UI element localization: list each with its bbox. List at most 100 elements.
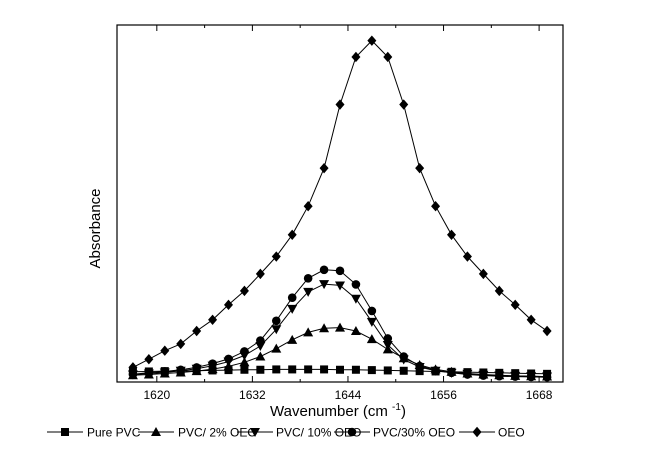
data-point	[383, 334, 393, 343]
data-point	[542, 325, 552, 337]
x-axis-title-sup: -1	[392, 402, 401, 413]
data-point	[208, 359, 217, 368]
data-point	[271, 251, 281, 262]
legend-marker	[347, 427, 357, 437]
legend-marker	[250, 428, 260, 437]
data-point	[271, 316, 281, 326]
x-tick-label: 1668	[526, 388, 553, 402]
legend-item-2: PVC/ 10% OEO	[237, 426, 361, 440]
data-point	[447, 229, 456, 240]
data-point	[320, 365, 329, 374]
data-point	[415, 361, 424, 371]
data-point	[160, 367, 170, 376]
data-point	[224, 299, 233, 311]
data-point	[431, 201, 441, 212]
series-4	[128, 35, 552, 373]
data-point	[510, 299, 520, 311]
legend-item-1: PVC/ 2% OEO	[138, 426, 257, 440]
data-point	[287, 293, 297, 302]
legend-label: PVC/ 10% OEO	[276, 426, 361, 440]
data-point	[367, 306, 377, 316]
data-point	[366, 334, 377, 344]
data-point	[526, 372, 536, 382]
data-point	[240, 365, 249, 374]
legend-marker	[151, 427, 161, 436]
data-point	[526, 314, 536, 325]
data-point	[399, 99, 409, 110]
data-point	[271, 343, 282, 353]
plot-frame	[116, 24, 564, 383]
data-point	[240, 347, 249, 356]
data-point	[128, 369, 138, 379]
data-point	[319, 323, 330, 333]
data-point	[383, 51, 393, 63]
x-axis-ticks: 1620 1632 1644 1656 1668	[143, 25, 553, 402]
data-point	[463, 370, 472, 379]
data-point	[287, 304, 298, 314]
data-point	[367, 366, 376, 375]
data-point	[303, 201, 313, 212]
chart-marks	[127, 35, 553, 382]
data-point	[383, 366, 392, 375]
data-point	[415, 162, 425, 174]
data-point	[255, 268, 265, 280]
y-axis-title: Absorbance	[87, 188, 104, 268]
data-point	[350, 326, 361, 335]
data-point	[399, 366, 408, 375]
legend-label: Pure PVC	[87, 426, 141, 440]
data-point	[478, 268, 488, 280]
data-point	[382, 340, 393, 350]
data-point	[208, 314, 218, 325]
data-point	[176, 338, 186, 350]
x-tick-label: 1656	[430, 388, 457, 402]
data-point	[303, 287, 314, 297]
data-point	[256, 336, 265, 345]
data-point	[160, 345, 170, 356]
data-point	[239, 357, 250, 367]
data-point	[288, 365, 297, 374]
data-point	[335, 322, 345, 332]
data-point	[494, 285, 504, 297]
data-point	[351, 365, 360, 374]
data-point	[256, 365, 265, 374]
data-point	[462, 251, 472, 262]
data-point	[287, 334, 298, 344]
data-point	[350, 294, 361, 304]
data-point	[255, 341, 266, 351]
data-point	[144, 368, 154, 378]
data-point	[479, 371, 488, 380]
data-point	[192, 363, 201, 372]
data-point	[239, 285, 249, 297]
x-tick-label: 1632	[239, 388, 266, 402]
data-point	[255, 351, 266, 361]
data-point	[366, 317, 377, 327]
data-point	[335, 99, 345, 110]
legend-item-4: OEO	[459, 426, 525, 440]
data-point	[271, 325, 282, 335]
legend-marker	[472, 426, 482, 438]
legend-item-3: PVC/30% OEO	[334, 426, 455, 440]
legend-label: PVC/ 2% OEO	[178, 426, 257, 440]
legend-label: OEO	[498, 426, 525, 440]
data-point	[431, 366, 440, 375]
legend-item-0: Pure PVC	[47, 426, 141, 440]
data-point	[336, 365, 344, 374]
data-point	[399, 352, 409, 361]
x-tick-label: 1620	[143, 388, 170, 402]
data-point	[303, 274, 313, 283]
data-point	[367, 35, 377, 46]
data-point	[287, 229, 297, 240]
data-point	[510, 372, 520, 381]
data-point	[542, 372, 552, 382]
data-point	[128, 362, 138, 373]
data-point	[335, 281, 345, 291]
series-3	[128, 265, 552, 382]
data-point	[351, 51, 361, 63]
data-point	[176, 365, 186, 375]
data-point	[319, 265, 329, 275]
data-point	[272, 365, 281, 374]
data-point	[192, 325, 202, 337]
data-point	[319, 280, 330, 290]
data-point	[447, 368, 456, 378]
